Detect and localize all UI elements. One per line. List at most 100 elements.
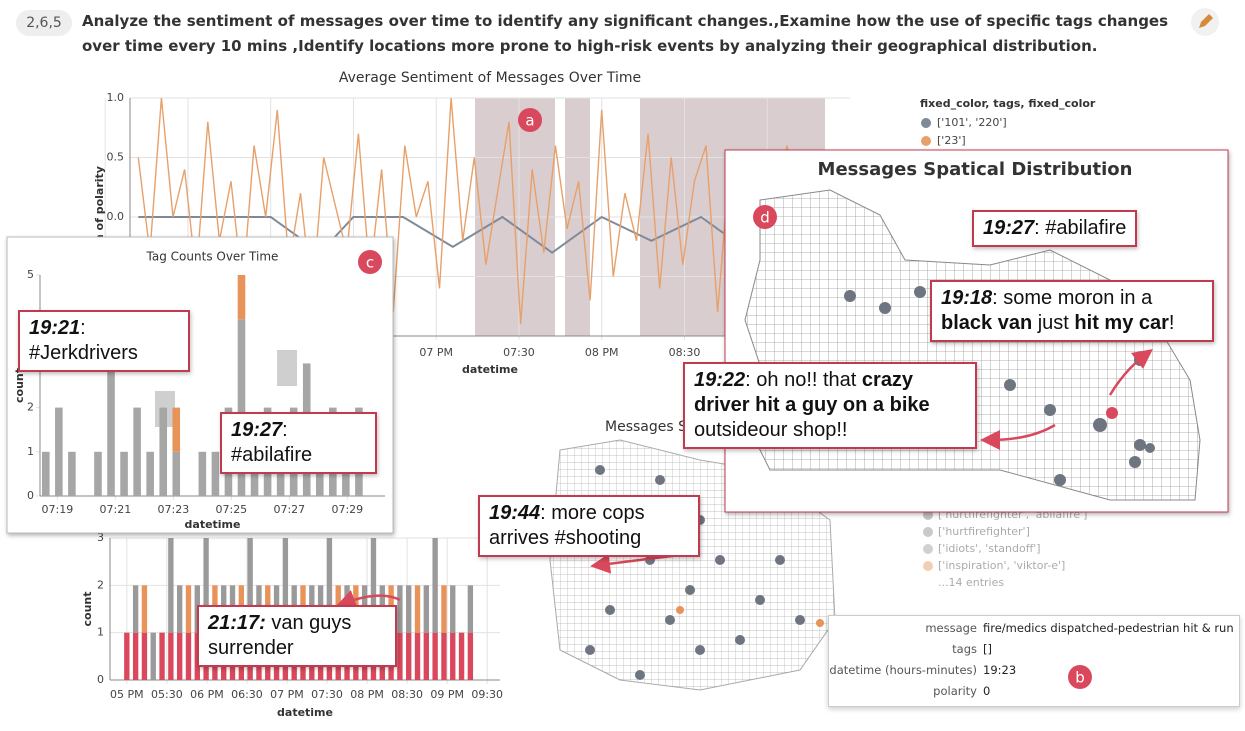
callout: 19:44: more cops arrives #shooting	[478, 495, 700, 557]
tooltip-row: tags []	[829, 642, 1239, 660]
bar	[120, 451, 128, 496]
bar	[172, 451, 181, 496]
callout: 19:22: oh no!! that crazy driver hit a g…	[683, 362, 977, 449]
x-tick-label: 08 PM	[350, 688, 384, 701]
legend-swatch	[923, 561, 933, 571]
bar	[159, 632, 165, 680]
x-tick-label: 07 PM	[419, 346, 453, 359]
bar	[172, 407, 181, 452]
y-axis-label: count	[81, 592, 94, 627]
bar	[406, 632, 412, 680]
bar	[397, 632, 403, 680]
x-tick-label: 08 PM	[585, 346, 619, 359]
bar	[450, 632, 456, 680]
question-id: 2,6,5	[16, 10, 72, 36]
tooltip-value: 19:23	[983, 663, 1017, 677]
bar	[198, 451, 207, 496]
x-axis-label: datetime	[185, 518, 241, 531]
legend-title: fixed_color, tags, fixed_color	[920, 97, 1096, 110]
x-tick-label: 07:30	[503, 346, 535, 359]
x-tick-label: 09 PM	[430, 688, 464, 701]
tooltip-key: tags	[952, 642, 977, 656]
bar	[132, 632, 139, 680]
map-title: Messages Spatical Distribution	[818, 159, 1133, 180]
legend-label: ['hurtfirefighter']	[938, 525, 1030, 538]
legend-label: ['inspiration', 'viktor-e']	[938, 559, 1065, 572]
x-tick-label: 07:21	[100, 503, 132, 516]
bar	[141, 632, 148, 680]
bar	[326, 538, 333, 633]
tooltip-row: polarity 0	[829, 684, 1239, 702]
legend-label: ['101', '220']	[937, 116, 1007, 129]
callout: 19:27: #abilafire	[972, 210, 1138, 247]
bar	[146, 451, 154, 496]
bar	[150, 632, 156, 680]
bar	[107, 363, 115, 496]
bar	[203, 538, 209, 633]
y-tick-label: 3	[97, 531, 104, 544]
chart-title: Tag Counts Over Time	[146, 250, 279, 264]
arrow	[1108, 348, 1153, 396]
y-tick-label: 0.0	[107, 210, 125, 223]
bar	[176, 585, 183, 633]
line	[137, 97, 823, 325]
bar	[176, 632, 183, 680]
bar	[414, 632, 421, 680]
y-axis-label: count	[13, 368, 26, 403]
bar	[68, 451, 76, 496]
y-tick-label: 1	[27, 445, 34, 458]
tag-counts-panel: Tag Counts Over Time01234507:1907:2107:2…	[6, 236, 394, 534]
bar	[397, 585, 403, 633]
bar	[467, 632, 474, 680]
y-tick-label: 0	[97, 673, 104, 686]
tooltip-row: message fire/medics dispatched-pedestrian…	[829, 621, 1239, 639]
y-tick-label: 2	[27, 401, 34, 414]
bar	[211, 451, 220, 496]
bar	[237, 275, 246, 320]
question-text: Analyze the sentiment of messages over t…	[82, 12, 1169, 55]
arrow	[980, 423, 1056, 450]
x-tick-label: 06 PM	[190, 688, 224, 701]
x-tick-label: 08:30	[391, 688, 423, 701]
tooltip-row: datetime (hours-minutes) 19:23	[829, 663, 1239, 681]
x-tick-label: 07:19	[42, 503, 74, 516]
x-tick-label: 07 PM	[270, 688, 304, 701]
tooltip-value: fire/medics dispatched-pedestrian hit & …	[983, 621, 1234, 635]
pencil-icon[interactable]	[1199, 14, 1213, 28]
tooltip-value: []	[983, 642, 992, 656]
bar	[441, 585, 447, 633]
bar	[247, 538, 253, 633]
bar	[467, 585, 474, 633]
bar	[441, 632, 447, 680]
x-tick-label: 09:30	[471, 688, 503, 701]
map-legend: ['hurtfirefighter', 'abilafire']['hurtfi…	[923, 508, 1087, 589]
bar	[450, 585, 456, 633]
x-tick-label: 07:27	[273, 503, 305, 516]
bar	[282, 538, 289, 633]
y-tick-label: 1.0	[107, 91, 125, 104]
chart-title: Average Sentiment of Messages Over Time	[339, 70, 641, 86]
tooltip-value: 0	[983, 684, 991, 698]
x-axis-label: datetime	[277, 706, 333, 719]
legend-label: ['idiots', 'standoff']	[938, 542, 1041, 555]
bar	[406, 585, 412, 633]
y-tick-label: 0	[27, 489, 34, 502]
bar	[185, 585, 192, 633]
legend-swatch	[921, 118, 931, 128]
callout: 19:21: #Jerkdrivers	[18, 310, 190, 372]
y-tick-label: 2	[97, 578, 104, 591]
tooltip-key: datetime (hours-minutes)	[829, 663, 977, 677]
y-tick-label: 1	[97, 626, 104, 639]
tooltip-key: polarity	[933, 684, 977, 698]
x-tick-label: 06:30	[231, 688, 263, 701]
highlight	[277, 350, 297, 386]
tooltip-key: message	[925, 621, 977, 635]
bar	[423, 585, 430, 633]
bar	[423, 632, 430, 680]
x-axis-label: datetime	[462, 363, 518, 376]
legend-label: ['23']	[937, 134, 966, 147]
bar	[94, 451, 102, 496]
y-tick-label: 0.5	[107, 151, 125, 164]
